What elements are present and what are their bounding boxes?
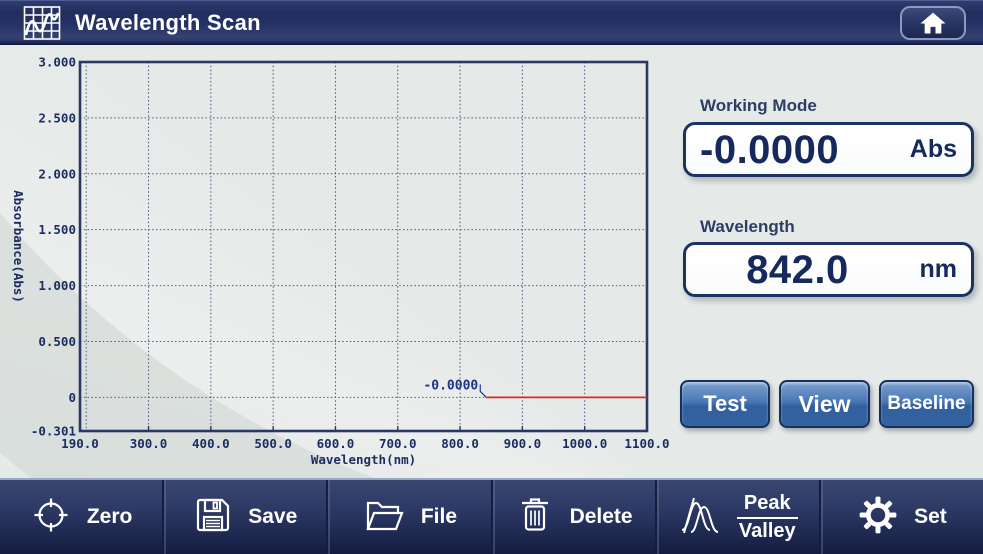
wavelength-display[interactable]: 842.0 nm — [683, 242, 974, 297]
svg-text:0: 0 — [68, 390, 76, 405]
svg-text:400.0: 400.0 — [192, 436, 230, 451]
svg-text:500.0: 500.0 — [254, 436, 292, 451]
svg-text:300.0: 300.0 — [130, 436, 168, 451]
working-mode-display[interactable]: -0.0000 Abs — [683, 122, 974, 177]
svg-text:2.500: 2.500 — [38, 110, 76, 125]
wavelength-scan-chart: 190.0 300.0 400.0 500.0 600.0 700.0 800.0 900.0… — [11, 55, 670, 468]
peaks-icon — [678, 494, 722, 541]
delete-button[interactable]: Delete — [490, 480, 655, 554]
home-button[interactable] — [900, 6, 966, 40]
toolbar-label: Save — [248, 505, 298, 528]
toolbar-label: Zero — [86, 505, 133, 528]
svg-text:1.500: 1.500 — [38, 222, 76, 237]
gear-icon — [857, 494, 899, 541]
svg-text:800.0: 800.0 — [441, 436, 479, 451]
set-button[interactable]: Set — [818, 480, 983, 554]
page-title: Wavelength Scan — [75, 10, 261, 35]
working-mode-label: Working Mode — [700, 96, 817, 115]
main-area: 190.0 300.0 400.0 500.0 600.0 700.0 800.0 900.0… — [0, 45, 983, 478]
svg-text:-0.0000: -0.0000 — [423, 378, 478, 393]
svg-text:190.0: 190.0 — [61, 436, 99, 451]
title-bar: Wavelength Scan — [0, 0, 983, 45]
svg-text:Absorbance(Abs): Absorbance(Abs) — [11, 190, 26, 303]
readout-panel: Working Mode -0.0000 Abs Wavelength 842.… — [680, 96, 974, 436]
svg-text:1100.0: 1100.0 — [624, 436, 669, 451]
scan-chart-icon — [22, 4, 62, 42]
folder-icon — [362, 495, 406, 540]
svg-text:700.0: 700.0 — [379, 436, 417, 451]
zero-button[interactable]: Zero — [0, 480, 162, 554]
home-icon — [918, 11, 948, 36]
svg-text:Wavelength(nm): Wavelength(nm) — [311, 452, 416, 467]
svg-text:1.000: 1.000 — [38, 278, 76, 293]
svg-text:0.500: 0.500 — [38, 334, 76, 349]
toolbar-label: File — [420, 505, 458, 528]
trash-icon — [515, 495, 555, 540]
svg-text:3.000: 3.000 — [38, 55, 76, 70]
svg-text:900.0: 900.0 — [504, 436, 542, 451]
toolbar-label: Delete — [569, 505, 633, 528]
peak-valley-button[interactable]: Peak Valley — [654, 480, 819, 554]
save-button[interactable]: Save — [162, 480, 326, 554]
action-button-row: Test View Baseline — [680, 380, 974, 428]
svg-text:2.000: 2.000 — [38, 166, 76, 181]
test-button[interactable]: Test — [680, 380, 770, 428]
baseline-button[interactable]: Baseline — [879, 380, 974, 428]
toolbar-label: Set — [914, 505, 947, 528]
svg-text:-0.301: -0.301 — [31, 424, 76, 439]
target-icon — [30, 494, 72, 541]
bottom-toolbar: Zero Save File — [0, 478, 983, 554]
wavelength-unit: nm — [919, 255, 958, 283]
svg-text:600.0: 600.0 — [317, 436, 355, 451]
toolbar-label: Peak Valley — [736, 491, 798, 542]
file-button[interactable]: File — [326, 480, 490, 554]
absorbance-unit: Abs — [909, 135, 957, 163]
svg-text:1000.0: 1000.0 — [562, 436, 607, 451]
absorbance-value: -0.0000 — [700, 127, 840, 172]
floppy-icon — [193, 495, 233, 540]
wavelength-label: Wavelength — [700, 217, 795, 236]
wavelength-value: 842.0 — [746, 247, 849, 292]
view-button[interactable]: View — [779, 380, 870, 428]
